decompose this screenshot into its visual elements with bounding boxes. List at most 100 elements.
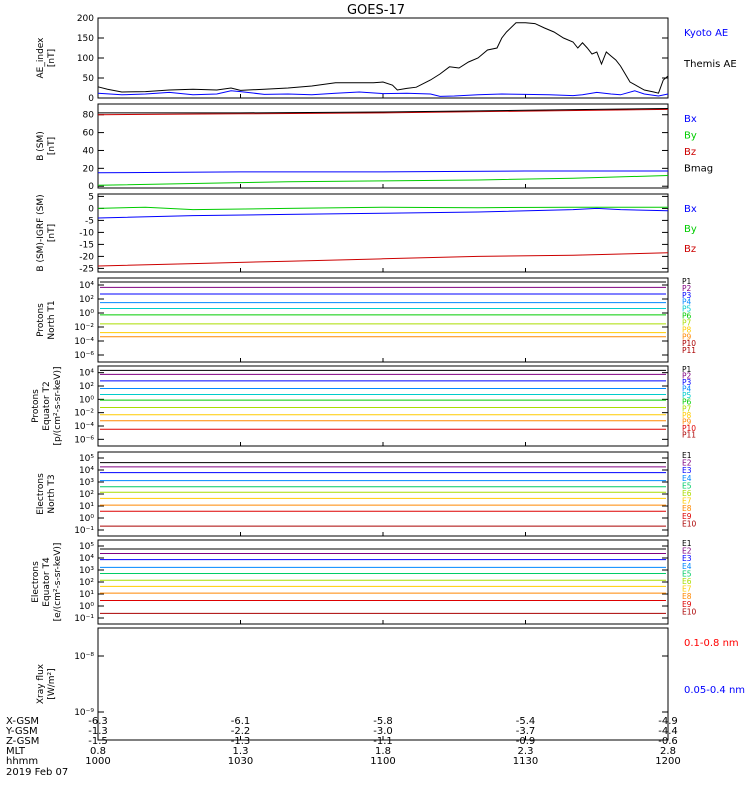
legend-e8: E8 xyxy=(682,504,692,513)
y-axis-label: [nT] xyxy=(47,224,57,242)
panel-b_sm: B (SM) [nT] 0 20 40 60 80 Bx By Bz Bmag xyxy=(36,103,713,192)
legend-p3: P3 xyxy=(682,291,692,300)
legend-p2: P2 xyxy=(682,284,692,293)
y-tick-label: 10⁻⁸ xyxy=(74,652,94,662)
y-tick-label: 10² xyxy=(79,578,94,588)
y-tick-label: 10⁴ xyxy=(79,554,94,564)
legend-p6: P6 xyxy=(682,312,692,321)
legend-kyoto-ae: Kyoto AE xyxy=(684,28,728,39)
footer-value: -1.3 xyxy=(231,736,251,747)
footer-value: -4.4 xyxy=(658,726,678,737)
panel-frame xyxy=(97,539,669,625)
legend-e1: E1 xyxy=(682,539,692,548)
legend-e9: E9 xyxy=(682,600,692,609)
footer-value: 2.8 xyxy=(660,746,676,757)
legend-themis-ae: Themis AE xyxy=(683,59,737,70)
legend-bx: Bx xyxy=(684,204,697,215)
panel-frame xyxy=(97,17,669,99)
series-by xyxy=(97,206,668,211)
legend-p2: P2 xyxy=(682,372,692,381)
legend-p4: P4 xyxy=(682,298,692,307)
footer-value: -6.1 xyxy=(231,716,251,727)
y-axis-label: [nT] xyxy=(47,137,57,155)
series-bx xyxy=(97,170,668,174)
y-tick-label: 200 xyxy=(77,14,94,24)
y-tick-label: 150 xyxy=(77,34,94,44)
legend-bz: Bz xyxy=(684,244,696,255)
legend-p9: P9 xyxy=(682,417,692,426)
y-axis-label: B (SM)-IGRF (SM) xyxy=(36,194,46,271)
legend-e1: E1 xyxy=(682,451,692,460)
legend-e7: E7 xyxy=(682,497,692,506)
y-tick-label: 10⁴ xyxy=(79,281,94,291)
footer-value: -5.4 xyxy=(516,716,536,727)
panel-frame xyxy=(97,365,669,447)
series-by xyxy=(97,175,669,186)
y-axis-label: B (SM) xyxy=(36,131,46,161)
footer-value: 2.3 xyxy=(518,746,534,757)
legend-e9: E9 xyxy=(682,512,692,521)
y-tick-label: 40 xyxy=(83,146,95,156)
series-bz xyxy=(97,108,669,116)
footer-value: 0.8 xyxy=(90,746,106,757)
y-tick-label: 50 xyxy=(83,74,95,84)
legend-p3: P3 xyxy=(682,378,692,387)
legend-0-05-0-4-nm: 0.05-0.4 nm xyxy=(684,685,745,696)
footer-value: -4.9 xyxy=(658,716,678,727)
footer-value: -1.1 xyxy=(373,736,393,747)
y-tick-label: 10⁻⁶ xyxy=(74,435,94,445)
y-axis-label: Electrons xyxy=(36,473,46,515)
legend-by: By xyxy=(684,131,697,142)
y-axis-label: Protons xyxy=(31,389,41,423)
legend-e4: E4 xyxy=(682,562,692,571)
y-tick-label: -10 xyxy=(79,228,94,238)
y-axis-label: [p/(cm²-s-sr-keV)] xyxy=(53,367,63,446)
y-tick-label: -25 xyxy=(79,264,94,274)
footer-value: 1.8 xyxy=(375,746,391,757)
legend-e8: E8 xyxy=(682,592,692,601)
y-tick-label: 10⁻¹ xyxy=(74,614,94,624)
legend-e3: E3 xyxy=(682,554,692,563)
legend-p8: P8 xyxy=(682,325,692,334)
panel-ae: AE_index [nT] 0 50 100 150 200 Kyoto AE Themis A… xyxy=(36,14,737,104)
legend-p8: P8 xyxy=(682,411,692,420)
footer-value: 1.3 xyxy=(233,746,249,757)
panel-protons_t1: Protons North T1 10⁻⁶ 10⁻⁴ 10⁻² 10⁰ 10² 10⁴ P1P2… xyxy=(36,277,696,363)
y-tick-label: 0 xyxy=(88,182,94,192)
footer-value: 1030 xyxy=(228,756,253,767)
y-axis-label: [nT] xyxy=(47,49,57,67)
series-themis-ae xyxy=(97,22,669,94)
y-tick-label: 10⁰ xyxy=(79,602,94,612)
y-tick-label: 10⁰ xyxy=(79,395,94,405)
footer-value: -2.2 xyxy=(231,726,251,737)
legend-p5: P5 xyxy=(682,305,692,314)
y-tick-label: 10⁵ xyxy=(79,542,94,552)
y-tick-label: 10⁻⁹ xyxy=(74,708,94,718)
y-tick-label: 5 xyxy=(88,192,94,202)
footer-value: 1200 xyxy=(655,756,680,767)
panel-frame xyxy=(97,103,669,189)
y-axis-label: [e/(cm²-s-sr-keV)] xyxy=(53,543,63,622)
footer-value: -1.3 xyxy=(88,726,108,737)
y-tick-label: -20 xyxy=(79,252,94,262)
footer-value: -5.8 xyxy=(373,716,393,727)
y-tick-label: 10⁴ xyxy=(79,466,94,476)
y-tick-label: 10² xyxy=(79,490,94,500)
y-tick-label: -5 xyxy=(85,216,94,226)
panel-frame xyxy=(97,193,669,273)
legend-e2: E2 xyxy=(682,459,692,468)
panel-electrons_t3: Electrons North T3 10⁻¹ 10⁰ 10¹ 10² 10³ 10⁴ 10⁵ E… xyxy=(36,451,697,537)
y-tick-label: 20 xyxy=(83,164,95,174)
y-tick-label: 10¹ xyxy=(79,502,94,512)
footer-row-label: Y-GSM xyxy=(5,726,38,737)
y-tick-label: 10³ xyxy=(79,566,94,576)
legend-by: By xyxy=(684,224,697,235)
y-tick-label: 80 xyxy=(83,111,95,121)
y-tick-label: 10⁻² xyxy=(74,409,94,419)
footer-value: -0.6 xyxy=(658,736,678,747)
y-tick-label: 100 xyxy=(77,54,94,64)
y-tick-label: 10⁻¹ xyxy=(74,526,94,536)
y-tick-label: 10⁰ xyxy=(79,309,94,319)
y-axis-label: AE_index xyxy=(36,37,46,79)
